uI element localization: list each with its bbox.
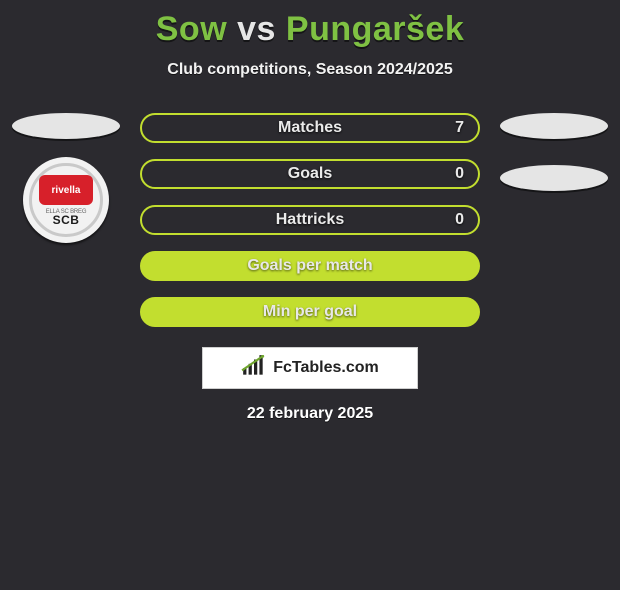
season-subtitle: Club competitions, Season 2024/2025 xyxy=(0,61,620,79)
player-a-club-badge: rivella ELLA SC BREG SCB xyxy=(23,157,109,243)
stat-label: Min per goal xyxy=(263,303,357,321)
comparison-title: Sow vs Pungaršek xyxy=(0,10,620,49)
title-vs: vs xyxy=(237,10,276,48)
stat-label: Hattricks xyxy=(276,211,344,229)
player-a-name: Sow xyxy=(156,10,227,48)
club-badge-monogram: SCB xyxy=(53,213,80,227)
stat-right-value: 7 xyxy=(455,119,464,137)
left-column: rivella ELLA SC BREG SCB xyxy=(6,113,126,243)
player-b-name: Pungaršek xyxy=(286,10,464,48)
player-b-photo-placeholder xyxy=(500,113,608,139)
stat-bar-hattricks: Hattricks 0 xyxy=(140,205,480,235)
right-column xyxy=(494,113,614,191)
stat-label: Goals per match xyxy=(247,257,372,275)
stat-bars: Matches 7 Goals 0 Hattricks 0 Goals per … xyxy=(140,113,480,327)
barchart-icon xyxy=(241,355,267,382)
player-a-photo-placeholder xyxy=(12,113,120,139)
stat-bar-goals-per-match: Goals per match xyxy=(140,251,480,281)
stat-label: Goals xyxy=(288,165,332,183)
stat-right-value: 0 xyxy=(455,165,464,183)
brand-attribution: FcTables.com xyxy=(202,347,418,389)
player-b-club-badge-placeholder xyxy=(500,165,608,191)
stat-bar-matches: Matches 7 xyxy=(140,113,480,143)
stat-label: Matches xyxy=(278,119,342,137)
stat-bar-min-per-goal: Min per goal xyxy=(140,297,480,327)
club-badge-strap: rivella xyxy=(39,175,93,205)
date-label: 22 february 2025 xyxy=(0,405,620,423)
content-area: rivella ELLA SC BREG SCB Matches 7 Goals… xyxy=(0,113,620,423)
brand-text: FcTables.com xyxy=(273,359,379,377)
stat-right-value: 0 xyxy=(455,211,464,229)
stat-bar-goals: Goals 0 xyxy=(140,159,480,189)
